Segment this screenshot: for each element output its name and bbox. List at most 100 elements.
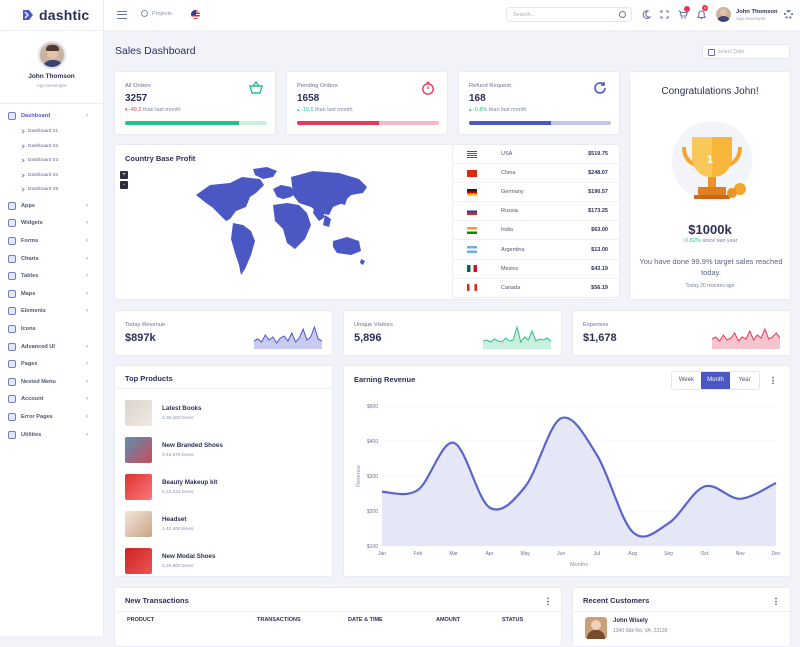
product-name: Beauty Makeup kit [162,479,217,486]
chevron-right-icon: › [86,256,88,262]
column-header[interactable]: STATUS [502,617,523,623]
search-icon[interactable] [619,11,626,18]
sidebar-user-name: John Thomson [0,73,103,80]
congrats-since-text: since last year [702,238,737,244]
country-name: India [501,227,591,233]
column-header[interactable]: DATE & TIME [348,617,383,623]
sidebar-item-widgets[interactable]: Widgets› [0,215,103,233]
stat-value: 1658 [297,93,319,104]
y-tick-label: $300 [367,474,378,480]
sidebar-item-label: Utilities [21,432,41,438]
sidebar-item-tables[interactable]: Tables› [0,267,103,285]
sidebar-subitem[interactable]: Dashboard 05 [0,183,103,198]
stat-label: Pending Orders [297,83,338,89]
sidebar-user-role: App Developer [0,83,103,88]
transactions-more-icon[interactable] [547,597,549,605]
tab-week[interactable]: Week [672,372,701,389]
dark-mode-icon[interactable] [642,10,651,19]
sidebar-item-pages[interactable]: Pages› [0,355,103,373]
sidebar-item-advanced-ui[interactable]: Advanced UI› [0,338,103,356]
sidebar-item-apps[interactable]: Apps› [0,197,103,215]
sidebar-item-label: Dashboard [21,113,50,119]
congrats-message: You have done 99.9% target sales reached… [638,256,784,278]
sidebar-item-label: Pages [21,361,37,367]
stopwatch-icon [421,81,435,95]
date-picker-input[interactable]: select Date [702,44,790,59]
sidebar-item-maps[interactable]: Maps› [0,285,103,303]
y-tick-label: $500 [367,404,378,410]
menu-toggle-icon[interactable] [117,11,127,19]
sidebar-item-elements[interactable]: Elements› [0,303,103,321]
sidebar-item-utilities[interactable]: Utilities › [0,426,103,444]
y-tick-label: $100 [367,544,378,550]
chevron-right-icon: › [86,396,88,402]
country-amount: $173.25 [588,208,608,214]
avatar[interactable] [38,41,66,69]
customer-name: John Wisely [613,618,648,624]
refresh-icon [593,81,607,95]
y-tick-label: $200 [367,509,378,515]
country-profit-title: Country Base Profit [125,154,195,163]
sparkline-area [483,327,551,349]
language-flag-icon[interactable] [191,10,200,19]
sidebar-item-icons[interactable]: Icons [0,320,103,338]
column-header[interactable]: TRANSACTIONS [257,617,301,623]
world-map[interactable] [193,167,369,283]
sidebar-item-charts[interactable]: Charts› [0,250,103,268]
column-header[interactable]: PRODUCT [127,617,154,623]
sidebar-item-dashboard[interactable]: Dashboard› [0,107,103,125]
country-amount: $519.75 [588,151,608,157]
flag-us-icon [467,151,477,158]
tab-month[interactable]: Month [701,372,730,389]
x-tick-label: Oct [700,551,708,557]
notification-icon[interactable] [697,10,706,20]
sidebar-item-forms[interactable]: Forms› [0,232,103,250]
stat-change-value: -49.2 [129,107,142,113]
column-header[interactable]: AMOUNT [436,617,460,623]
projects-dropdown[interactable]: Projects [141,10,172,17]
sidebar-item-label: Advanced UI [21,344,55,350]
sidebar-subitem[interactable]: Dashboard 02 [0,139,103,154]
search-placeholder: Search... [513,12,535,18]
customers-more-icon[interactable] [775,597,777,605]
sidebar-subitem[interactable]: Dashboard 04 [0,168,103,183]
tab-year[interactable]: Year [730,372,759,389]
sidebar-item-account[interactable]: Account› [0,391,103,409]
sidebar-subitem[interactable]: Dashboard 03 [0,154,103,169]
projects-label: Projects [152,11,172,17]
fullscreen-icon[interactable] [660,10,669,19]
sidebar-item-nested-menu[interactable]: Nested Menu› [0,373,103,391]
map-zoom-in-button[interactable]: + [120,171,128,179]
y-tick-label: $400 [367,439,378,445]
sidebar-profile: John Thomson App Developer [0,31,103,104]
chevron-right-icon: › [86,238,88,244]
revenue-area [382,418,776,546]
search-input[interactable]: Search... [506,7,632,22]
x-tick-label: Sep [664,551,673,557]
flag-cn-icon [467,170,477,177]
congrats-amount: $1000k [630,222,790,237]
elements-icon [8,307,16,315]
earning-more-icon[interactable] [772,376,774,384]
dashboard-icon [8,112,16,120]
advanced-ui-icon [8,343,16,351]
chevron-right-icon: › [86,432,88,438]
mini-stat-today-revenue: Today Revenue$897k [114,310,333,356]
sidebar-item-error-pages[interactable]: Error Pages› [0,408,103,426]
x-axis-label: Months [570,562,588,568]
chevron-right-icon: › [86,203,88,209]
stat-label: All Orders [125,83,151,89]
map-zoom-out-button[interactable]: - [120,181,128,189]
notification-badge: 4 [702,5,708,11]
brand-logo[interactable]: dashtic [0,0,103,31]
gear-icon[interactable] [784,10,793,19]
country-amount: $13.00 [591,247,608,253]
sidebar-subitem[interactable]: Dashboard 01 [0,125,103,140]
